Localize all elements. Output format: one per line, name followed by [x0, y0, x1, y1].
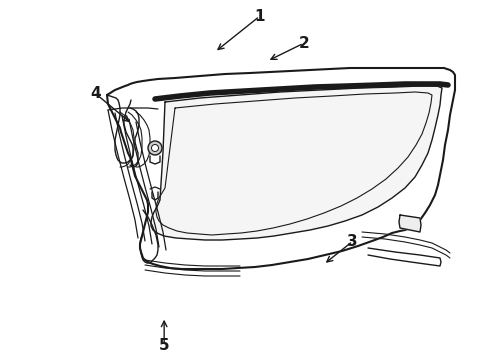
Circle shape — [151, 144, 158, 152]
Polygon shape — [151, 86, 442, 240]
Text: 5: 5 — [159, 338, 170, 353]
Polygon shape — [399, 215, 421, 232]
Polygon shape — [107, 68, 455, 269]
Text: 4: 4 — [90, 86, 101, 101]
Text: 2: 2 — [298, 36, 309, 51]
Circle shape — [148, 141, 162, 155]
Text: 1: 1 — [254, 9, 265, 24]
Text: 3: 3 — [347, 234, 358, 249]
Polygon shape — [368, 248, 441, 266]
